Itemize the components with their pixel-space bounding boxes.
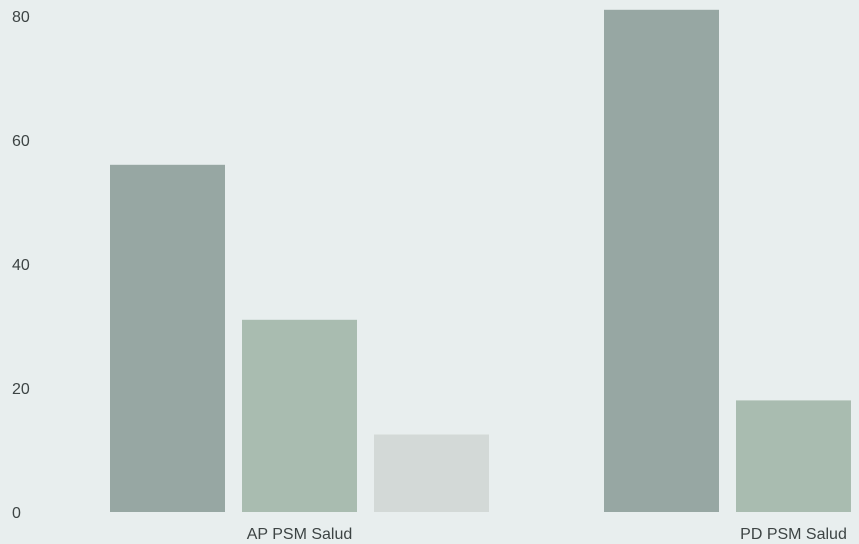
bars-group — [110, 9, 851, 513]
y-tick-label: 0 — [12, 505, 21, 522]
bar — [736, 400, 851, 512]
y-tick-label: 20 — [12, 381, 30, 398]
bar — [110, 164, 225, 513]
x-category-label: PD PSM Salud — [740, 526, 847, 543]
y-axis: 0 20 40 60 80 — [12, 9, 30, 522]
bar — [374, 434, 489, 512]
y-tick-label: 60 — [12, 133, 30, 150]
x-category-label: AP PSM Salud — [247, 526, 353, 543]
x-axis: AP PSM Salud PD PSM Salud — [247, 526, 847, 543]
bar — [242, 319, 357, 512]
y-tick-label: 40 — [12, 257, 30, 274]
y-tick-label: 80 — [12, 9, 30, 26]
bar — [604, 9, 719, 513]
